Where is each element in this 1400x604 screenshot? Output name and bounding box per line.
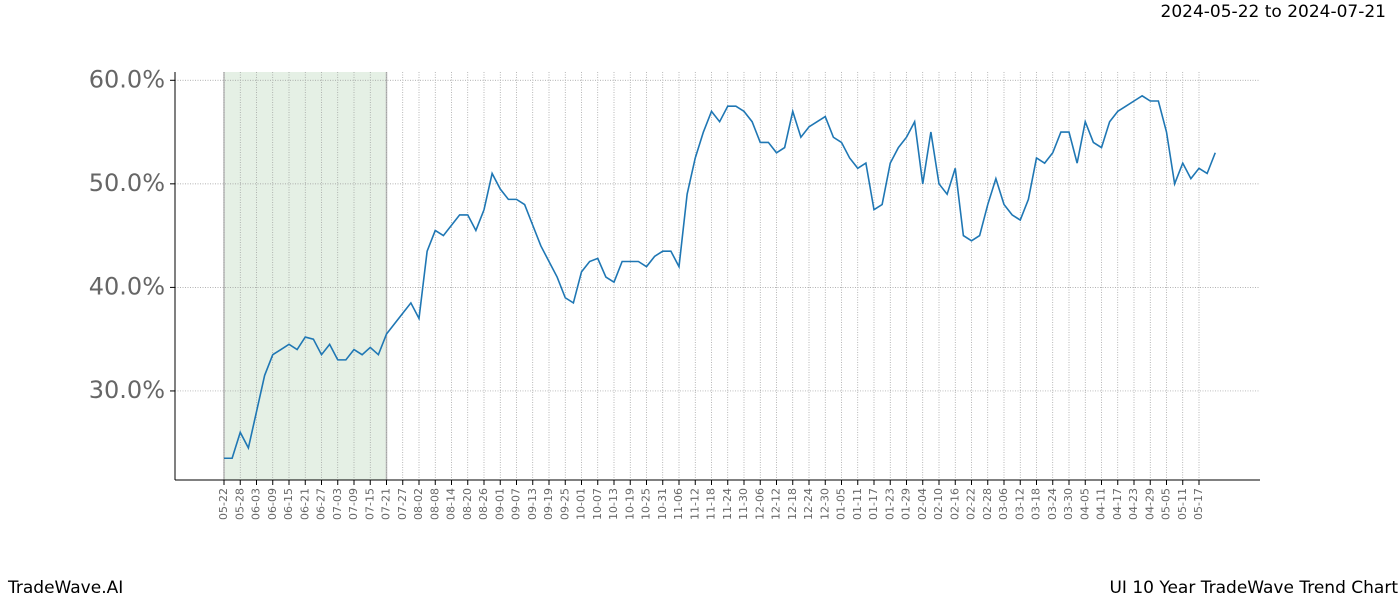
y-tick-label: 50.0% <box>89 169 165 197</box>
y-tick-label: 30.0% <box>89 376 165 404</box>
x-tick-label: 09-25 <box>558 488 571 520</box>
x-tick-label: 11-06 <box>672 488 685 520</box>
x-tick-label: 06-21 <box>298 488 311 520</box>
x-tick-label: 11-12 <box>688 488 701 520</box>
chart-caption: UI 10 Year TradeWave Trend Chart <box>1109 578 1398 598</box>
x-tick-label: 04-23 <box>1127 488 1140 520</box>
x-tick-label: 10-19 <box>623 488 636 520</box>
x-tick-label: 12-06 <box>753 488 766 520</box>
x-tick-label: 12-12 <box>770 488 783 520</box>
date-range: 2024-05-22 to 2024-07-21 <box>1161 2 1386 22</box>
x-tick-label: 03-30 <box>1062 488 1075 520</box>
x-tick-label: 07-21 <box>380 488 393 520</box>
x-tick-label: 08-14 <box>445 488 458 520</box>
x-tick-label: 10-31 <box>656 488 669 520</box>
x-tick-label: 01-29 <box>900 488 913 520</box>
x-tick-label: 04-17 <box>1111 488 1124 520</box>
x-tick-label: 08-02 <box>412 488 425 520</box>
brand: TradeWave.AI <box>7 578 123 598</box>
x-tick-label: 04-11 <box>1095 488 1108 520</box>
x-tick-label: 06-09 <box>266 488 279 520</box>
x-tick-label: 02-16 <box>948 488 961 520</box>
trend-line <box>224 94 1216 460</box>
x-tick-label: 10-01 <box>575 488 588 520</box>
x-tick-label: 10-25 <box>640 488 653 520</box>
x-tick-label: 02-04 <box>916 488 929 520</box>
highlight-window <box>224 72 387 480</box>
x-tick-label: 03-12 <box>1013 488 1026 520</box>
x-tick-label: 03-06 <box>997 488 1010 520</box>
x-tick-label: 12-30 <box>818 488 831 520</box>
x-tick-label: 05-05 <box>1160 488 1173 520</box>
x-tick-label: 01-17 <box>867 488 880 520</box>
x-tick-label: 03-18 <box>1030 488 1043 520</box>
x-tick-label: 07-03 <box>331 488 344 520</box>
x-tick-label: 07-15 <box>363 488 376 520</box>
x-tick-label: 12-18 <box>786 488 799 520</box>
x-tick-label: 05-28 <box>233 488 246 520</box>
x-tick-label: 08-08 <box>428 488 441 520</box>
x-tick-label: 03-24 <box>1046 488 1059 520</box>
x-tick-label: 07-09 <box>347 488 360 520</box>
x-tick-label: 10-07 <box>591 488 604 520</box>
x-tick-label: 06-27 <box>315 488 328 520</box>
x-tick-label: 01-23 <box>883 488 896 520</box>
x-tick-label: 12-24 <box>802 488 815 520</box>
x-tick-label: 02-22 <box>965 488 978 520</box>
x-tick-label: 09-07 <box>510 488 523 520</box>
x-tick-label: 09-01 <box>493 488 506 520</box>
x-tick-label: 09-19 <box>542 488 555 520</box>
x-tick-label: 02-28 <box>981 488 994 520</box>
x-tick-label: 07-27 <box>396 488 409 520</box>
x-tick-label: 04-05 <box>1078 488 1091 520</box>
x-tick-label: 01-11 <box>851 488 864 520</box>
x-tick-label: 11-30 <box>737 488 750 520</box>
x-tick-label: 06-15 <box>282 488 295 520</box>
x-tick-label: 11-18 <box>705 488 718 520</box>
x-tick-label: 02-10 <box>932 488 945 520</box>
y-tick-label: 60.0% <box>89 65 165 93</box>
x-tick-label: 01-05 <box>835 488 848 520</box>
x-tick-label: 08-26 <box>477 488 490 520</box>
x-tick-label: 09-13 <box>526 488 539 520</box>
x-tick-label: 08-20 <box>461 488 474 520</box>
y-tick-label: 40.0% <box>89 272 165 300</box>
x-tick-label: 05-17 <box>1192 488 1205 520</box>
x-tick-label: 10-13 <box>607 488 620 520</box>
x-tick-label: 05-22 <box>217 488 230 520</box>
x-tick-label: 05-11 <box>1176 488 1189 520</box>
x-tick-label: 11-24 <box>721 488 734 520</box>
x-tick-label: 04-29 <box>1143 488 1156 520</box>
x-tick-label: 06-03 <box>250 488 263 520</box>
